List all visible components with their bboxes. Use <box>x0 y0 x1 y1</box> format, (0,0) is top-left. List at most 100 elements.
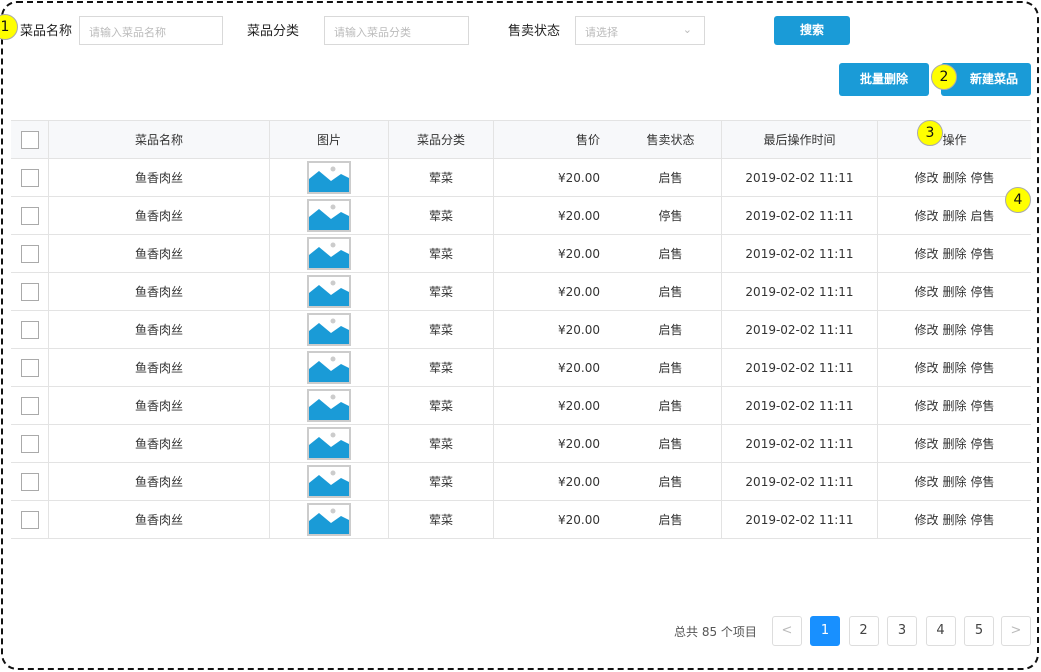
table-row: 鱼香肉丝 荤菜 ¥20.00 启售 2019-02-02 11:11 修改 删除停… <box>11 463 1031 501</box>
row-checkbox[interactable] <box>20 168 39 187</box>
edit-link[interactable]: 修改 <box>914 475 939 489</box>
dish-name: 鱼香肉丝 <box>49 463 270 500</box>
name-filter-label: 菜品名称 <box>20 24 73 39</box>
row-checkbox[interactable] <box>20 396 39 415</box>
delete-link[interactable]: 删除 <box>942 285 967 299</box>
delete-link[interactable]: 删除 <box>942 361 967 375</box>
delete-link[interactable]: 删除 <box>942 513 967 527</box>
image-placeholder-icon <box>307 503 351 536</box>
dish-category: 荤菜 <box>389 159 494 196</box>
toggle-status-link[interactable]: 停售 <box>970 399 995 413</box>
dish-category: 荤菜 <box>389 425 494 462</box>
row-checkbox[interactable] <box>20 358 39 377</box>
page-button[interactable]: 1 <box>810 616 840 646</box>
last-modified-time: 2019-02-02 11:11 <box>722 425 878 462</box>
page-button[interactable]: 3 <box>887 616 917 646</box>
edit-link[interactable]: 修改 <box>914 209 939 223</box>
edit-link[interactable]: 修改 <box>914 361 939 375</box>
image-placeholder-icon <box>307 199 351 232</box>
table-row: 鱼香肉丝 荤菜 ¥20.00 启售 2019-02-02 11:11 修改 删除停… <box>11 235 1031 273</box>
dish-status: 启售 <box>620 311 722 348</box>
delete-link[interactable]: 删除 <box>942 323 967 337</box>
prev-page-button[interactable]: < <box>772 616 802 646</box>
dish-status: 启售 <box>620 349 722 386</box>
toggle-status-link[interactable]: 启售 <box>970 209 995 223</box>
next-page-button[interactable]: > <box>1001 616 1031 646</box>
dish-status: 启售 <box>620 159 722 196</box>
table-header: 菜品名称 图片 菜品分类 售价 售卖状态 最后操作时间 操作 <box>11 121 1031 159</box>
toggle-status-link[interactable]: 停售 <box>970 171 995 185</box>
dish-price: ¥20.00 <box>558 208 600 223</box>
table-row: 鱼香肉丝 荤菜 ¥20.00 启售 2019-02-02 11:11 修改 删除停… <box>11 387 1031 425</box>
edit-link[interactable]: 修改 <box>914 437 939 451</box>
status-select-value: 请选择 <box>585 26 618 39</box>
image-placeholder-icon <box>307 275 351 308</box>
name-filter-input[interactable]: 请输入菜品名称 <box>79 16 223 45</box>
dish-price: ¥20.00 <box>558 360 600 375</box>
edit-link[interactable]: 修改 <box>914 323 939 337</box>
header-image: 图片 <box>270 121 389 158</box>
dish-status: 停售 <box>620 197 722 234</box>
page-button[interactable]: 5 <box>964 616 994 646</box>
dish-category: 荤菜 <box>389 311 494 348</box>
dish-name: 鱼香肉丝 <box>49 349 270 386</box>
toggle-status-link[interactable]: 停售 <box>970 437 995 451</box>
delete-link[interactable]: 删除 <box>942 171 967 185</box>
image-placeholder-icon <box>307 351 351 384</box>
toggle-status-link[interactable]: 停售 <box>970 247 995 261</box>
dish-status: 启售 <box>620 235 722 272</box>
category-filter-label: 菜品分类 <box>247 24 300 39</box>
dish-price: ¥20.00 <box>558 512 600 527</box>
dish-price: ¥20.00 <box>558 246 600 261</box>
status-filter-label: 售卖状态 <box>508 24 561 39</box>
toggle-status-link[interactable]: 停售 <box>970 323 995 337</box>
dish-category: 荤菜 <box>389 197 494 234</box>
delete-link[interactable]: 删除 <box>942 209 967 223</box>
row-checkbox[interactable] <box>20 206 39 225</box>
page-button[interactable]: 2 <box>848 616 879 646</box>
header-status: 售卖状态 <box>620 121 722 158</box>
toggle-status-link[interactable]: 停售 <box>970 475 995 489</box>
row-checkbox[interactable] <box>20 244 39 263</box>
batch-delete-button[interactable]: 批量删除 <box>839 63 929 96</box>
table-row: 鱼香肉丝 荤菜 ¥20.00 启售 2019-02-02 11:11 修改 删除停… <box>11 159 1031 197</box>
edit-link[interactable]: 修改 <box>914 171 939 185</box>
dish-name: 鱼香肉丝 <box>49 311 270 348</box>
row-checkbox[interactable] <box>20 282 39 301</box>
table-row: 鱼香肉丝 荤菜 ¥20.00 启售 2019-02-02 11:11 修改 删除停… <box>11 349 1031 387</box>
status-filter-select[interactable]: 请选择 ⌄ <box>575 16 705 45</box>
annotation-marker: 4 <box>1005 187 1031 213</box>
table-row: 鱼香肉丝 荤菜 ¥20.00 启售 2019-02-02 11:11 修改 删除停… <box>11 425 1031 463</box>
edit-link[interactable]: 修改 <box>914 513 939 527</box>
row-checkbox[interactable] <box>20 472 39 491</box>
row-checkbox[interactable] <box>20 434 39 453</box>
dish-name: 鱼香肉丝 <box>49 425 270 462</box>
select-all-checkbox[interactable] <box>20 130 39 149</box>
table-row: 鱼香肉丝 荤菜 ¥20.00 停售 2019-02-02 11:11 修改 删除启… <box>11 197 1031 235</box>
dish-price: ¥20.00 <box>558 436 600 451</box>
edit-link[interactable]: 修改 <box>914 285 939 299</box>
dish-name: 鱼香肉丝 <box>49 197 270 234</box>
header-actions: 操作 <box>942 133 967 147</box>
dish-price: ¥20.00 <box>558 398 600 413</box>
edit-link[interactable]: 修改 <box>914 247 939 261</box>
table-row: 鱼香肉丝 荤菜 ¥20.00 启售 2019-02-02 11:11 修改 删除停… <box>11 311 1031 349</box>
last-modified-time: 2019-02-02 11:11 <box>722 273 878 310</box>
row-checkbox[interactable] <box>20 320 39 339</box>
delete-link[interactable]: 删除 <box>942 247 967 261</box>
toggle-status-link[interactable]: 停售 <box>970 285 995 299</box>
header-category: 菜品分类 <box>389 121 494 158</box>
search-button[interactable]: 搜索 <box>774 16 850 45</box>
dish-name: 鱼香肉丝 <box>49 235 270 272</box>
delete-link[interactable]: 删除 <box>942 399 967 413</box>
page-button[interactable]: 4 <box>925 616 956 646</box>
delete-link[interactable]: 删除 <box>942 475 967 489</box>
row-checkbox[interactable] <box>20 510 39 529</box>
delete-link[interactable]: 删除 <box>942 437 967 451</box>
image-placeholder-icon <box>307 237 351 270</box>
category-filter-input[interactable]: 请输入菜品分类 <box>324 16 469 45</box>
toggle-status-link[interactable]: 停售 <box>970 361 995 375</box>
toggle-status-link[interactable]: 停售 <box>970 513 995 527</box>
edit-link[interactable]: 修改 <box>914 399 939 413</box>
dish-price: ¥20.00 <box>558 284 600 299</box>
